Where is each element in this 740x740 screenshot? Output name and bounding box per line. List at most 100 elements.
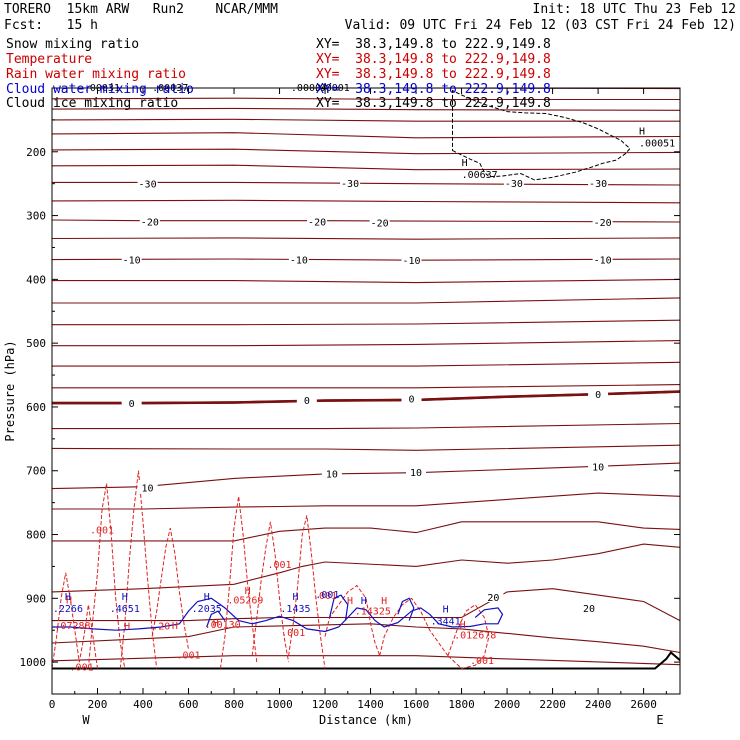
legend-xy: XY= 38.3,149.8 to 222.9,149.8: [316, 37, 551, 52]
cloud-ice-high-value: .00637: [462, 170, 498, 181]
cloud-ice-contour: [452, 89, 631, 181]
legend-name: Temperature: [6, 52, 93, 67]
temperature-contour: [52, 384, 680, 389]
rain-label: .001: [281, 628, 305, 639]
temperature-label-bg: [296, 393, 317, 405]
legend-xy: XY= 38.3,149.8 to 222.9,149.8: [316, 96, 551, 111]
rain-contour: [447, 604, 490, 670]
x-tick-label: 2200: [539, 698, 566, 711]
cloud-ice-high-value: .00051: [639, 139, 675, 150]
temperature-contour: [52, 148, 680, 155]
y-tick-label: 1000: [20, 656, 47, 669]
legend-xy: XY= 38.3,149.8 to 222.9,149.8: [316, 82, 551, 97]
cloud-water-high-marker: H: [204, 592, 210, 603]
y-tick-label: 200: [26, 146, 46, 159]
y-tick-label: 600: [26, 401, 46, 414]
temperature-contour: [52, 118, 680, 122]
temperature-label-bg: [578, 601, 599, 613]
temperature-label: -20: [594, 218, 612, 229]
rain-contour: [288, 515, 326, 669]
y-tick-label: 800: [26, 529, 46, 542]
temperature-label-bg: [406, 466, 427, 478]
temperature-contour: [52, 297, 680, 304]
temperature-contour: [52, 132, 680, 139]
x-tick-label: 1600: [403, 698, 430, 711]
rain-high-marker: H: [124, 622, 130, 633]
cloud-water-contour: [329, 594, 349, 621]
temperature-label-bg: [401, 392, 422, 404]
temperature-label: -30: [589, 179, 607, 190]
temperature-contour: [52, 444, 680, 451]
temperature-label-bg: [321, 467, 342, 479]
cloud-ice-contours: [452, 89, 631, 181]
temperature-contour: [52, 278, 680, 284]
temperature-label-bg: [503, 177, 524, 189]
top-boundary-value: .00037: [152, 83, 188, 94]
temperature-label: -20: [308, 217, 326, 228]
temperature-label: -10: [594, 256, 612, 267]
top-boundary-value: .00001: [314, 83, 350, 94]
rain-contours: [52, 470, 490, 670]
y-tick-label: 500: [26, 337, 46, 350]
temperature-contour: [52, 164, 680, 171]
temperature-contour: [52, 319, 680, 326]
freezing-level-line: [52, 390, 680, 405]
legend-name: Snow mixing ratio: [6, 37, 140, 52]
temperature-contour: [52, 199, 680, 204]
temperature-contour: [52, 521, 680, 542]
rain-contour: [119, 470, 158, 669]
x-tick-label: 1400: [357, 698, 384, 711]
x-tick-label: 1800: [448, 698, 475, 711]
temperature-label: -30: [139, 180, 157, 191]
x-tick-label: 1200: [312, 698, 339, 711]
x-tick-label: 0: [49, 698, 56, 711]
contour-labels: -30 -30 -30 -30 -20 -20 -20 -20 -10 -10 -10 -10 0 0 0 0…: [53, 83, 675, 673]
top-boundary-value: .00031: [84, 83, 120, 94]
temperature-contour: [52, 219, 680, 223]
cloud-ice-high-marker: H: [462, 158, 468, 169]
cloud-water-high-marker: H: [443, 604, 449, 615]
cloud-water-contour: [397, 597, 415, 621]
legend-xy: XY= 38.3,149.8 to 222.9,149.8: [316, 52, 551, 67]
surface-line: [52, 651, 680, 670]
temperature-label: 20: [583, 604, 595, 615]
temperature-contour: [52, 237, 680, 240]
rain-contour: [251, 521, 290, 663]
temperature-label-bg: [588, 388, 609, 400]
rain-high-marker: H: [245, 586, 251, 597]
cloud-water-contour: [52, 597, 504, 633]
rain-label: .20: [152, 622, 170, 633]
rain-high-marker: H: [213, 619, 219, 630]
rain-high-marker: H: [460, 620, 466, 631]
x-tick-label: 2600: [630, 698, 657, 711]
legend-name: Rain water mixing ratio: [6, 67, 187, 82]
cloud-water-high-value: .3441: [431, 616, 461, 627]
rain-contour: [324, 584, 381, 656]
temperature-contour: [52, 492, 680, 510]
temperature-label: -20: [371, 219, 389, 230]
x-tick-label: 1000: [266, 698, 293, 711]
rain-high-marker: H: [381, 596, 387, 607]
axes: 0 200 400 600 800 1000 1200 1400 1600 1800 2000 220…: [3, 87, 681, 727]
legend-xy: XY= 38.3,149.8 to 222.9,149.8: [316, 67, 551, 82]
temperature-label: 10: [410, 468, 422, 479]
temperature-label: -30: [505, 179, 523, 190]
x-tick-label: 200: [88, 698, 108, 711]
y-axis-label: Pressure (hPa): [3, 340, 17, 441]
rain-label: .00130: [205, 620, 241, 631]
x-tick-label: 2000: [494, 698, 521, 711]
rain-label: .001: [70, 663, 94, 674]
header-valid: Valid: 09 UTC Fri 24 Feb 12 (03 CST Fri …: [344, 18, 736, 33]
temperature-label-bg: [592, 253, 613, 265]
temperature-label-bg: [121, 397, 142, 409]
y-tick-label: 300: [26, 210, 46, 223]
x-axis-label: Distance (km): [319, 713, 413, 727]
temperature-contours: [52, 88, 680, 670]
temperature-contour: [52, 462, 680, 490]
legend-name: Cloud ice mixing ratio: [6, 96, 179, 111]
temperature-label-bg: [121, 253, 142, 265]
y-tick-label: 700: [26, 465, 46, 478]
temperature-label-bg: [288, 253, 309, 265]
rain-label: .001: [176, 650, 200, 661]
